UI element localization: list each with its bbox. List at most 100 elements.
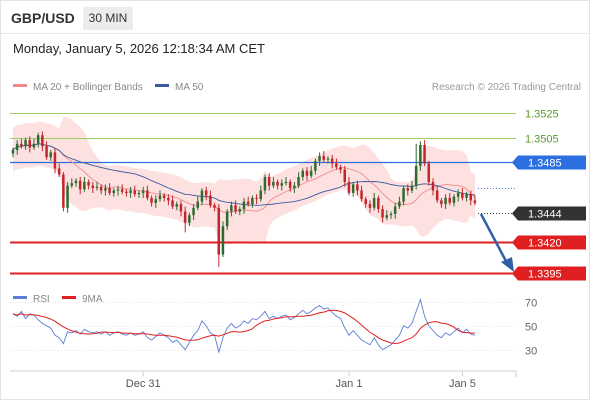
- bear-candle: [473, 200, 477, 203]
- rsi-panel: 70 50 30: [10, 298, 537, 358]
- bull-candle: [175, 204, 178, 207]
- rsi-tick-label: 70: [525, 298, 537, 310]
- bear-candle: [448, 197, 451, 203]
- bear-candle: [469, 194, 472, 201]
- price-levels: [10, 113, 516, 275]
- current-price-tag: [512, 155, 586, 170]
- bull-candle: [188, 215, 191, 223]
- bull-candle: [95, 186, 99, 188]
- bull-candle: [263, 177, 267, 191]
- bull-candle: [221, 226, 225, 255]
- rsi-9ma-line: [12, 309, 475, 345]
- bear-candle: [183, 211, 187, 223]
- bear-candle: [146, 190, 149, 198]
- bull-candle: [389, 213, 393, 216]
- bear-candle: [45, 146, 48, 158]
- bull-candle: [36, 135, 40, 144]
- bear-candle: [288, 181, 292, 189]
- bear-candle: [305, 170, 309, 176]
- bull-candle: [242, 201, 246, 209]
- bull-candle: [230, 205, 233, 212]
- bear-candle: [343, 169, 346, 182]
- bear-candle: [440, 200, 443, 205]
- last-price-label: 1.3444: [528, 209, 562, 221]
- timeframe-badge[interactable]: 30 MIN: [83, 7, 133, 30]
- rsi-legend-label: RSI: [33, 294, 50, 305]
- bear-candle: [78, 180, 82, 190]
- bear-candle: [435, 190, 439, 201]
- bear-candle: [20, 143, 23, 147]
- bear-candle: [171, 200, 174, 207]
- bear-candle: [120, 189, 124, 192]
- bollinger-bands: [13, 116, 475, 245]
- rsi-line: [12, 297, 476, 354]
- bear-candle: [179, 204, 183, 212]
- header-bar: GBP/USD 30 MIN: [0, 0, 590, 34]
- datetime-label: Monday, January 5, 2026 12:18:34 AM CET: [13, 41, 265, 56]
- bear-candle: [431, 181, 435, 191]
- nine-ma-legend-label: 9MA: [82, 294, 103, 305]
- bear-candle: [427, 163, 430, 182]
- support-price-tag: [512, 235, 586, 250]
- bear-candle: [133, 190, 136, 195]
- copyright-text: Research © 2026 Trading Central: [432, 82, 581, 93]
- bull-candle: [309, 170, 313, 176]
- bull-candle: [192, 207, 195, 216]
- forecast-annotation: [479, 213, 514, 272]
- support-price-label: 1.3395: [528, 269, 562, 281]
- bull-candle: [112, 190, 115, 193]
- bull-candle: [414, 165, 418, 186]
- bear-candle: [62, 174, 65, 208]
- bull-candle: [200, 190, 204, 202]
- rsi-tick-label: 30: [525, 346, 537, 358]
- bull-candle: [272, 181, 275, 186]
- bear-candle: [461, 193, 464, 198]
- bull-candle: [398, 201, 401, 207]
- bear-candle: [335, 163, 338, 168]
- bull-candle: [238, 209, 241, 212]
- bull-candle: [297, 177, 300, 186]
- bull-candle: [393, 206, 397, 214]
- bear-candle: [87, 181, 90, 186]
- candles: [11, 131, 477, 267]
- bear-candle: [246, 201, 250, 205]
- bear-candle: [381, 209, 384, 218]
- bull-candle: [326, 158, 330, 160]
- bull-candle: [385, 215, 388, 218]
- bear-candle: [213, 205, 216, 208]
- bear-candle: [255, 197, 258, 200]
- bull-candle: [372, 197, 376, 208]
- bear-candle: [167, 197, 170, 201]
- ma50-legend-label: MA 50: [175, 82, 204, 93]
- bull-candle: [129, 190, 132, 193]
- bear-candle: [162, 195, 166, 198]
- bollinger-band-area: [13, 116, 475, 245]
- bear-candle: [99, 186, 103, 191]
- bull-candle: [444, 197, 447, 205]
- bear-candle: [360, 190, 363, 200]
- bull-candle: [410, 185, 414, 191]
- bull-candle: [15, 143, 19, 150]
- bull-candle: [70, 183, 73, 186]
- bear-candle: [339, 167, 342, 170]
- bear-candle: [377, 197, 380, 209]
- bull-candle: [318, 156, 321, 161]
- bear-candle: [356, 184, 359, 191]
- bear-candle: [108, 188, 111, 193]
- x-axis: Dec 31 Jan 1 Jan 5: [126, 371, 476, 390]
- bull-candle: [314, 161, 317, 171]
- x-axis-label: Dec 31: [126, 378, 161, 390]
- bear-candle: [53, 152, 57, 169]
- bear-candle: [276, 181, 279, 186]
- bull-candle: [49, 152, 52, 158]
- bear-candle: [217, 207, 220, 255]
- bear-candle: [57, 168, 61, 175]
- bear-candle: [125, 191, 128, 193]
- bear-candle: [91, 185, 94, 189]
- last-price-tag: [512, 206, 586, 221]
- support-price-tag: [512, 266, 586, 281]
- bull-candle: [293, 185, 296, 189]
- x-axis-label: Jan 5: [449, 378, 476, 390]
- bull-candle: [158, 195, 162, 200]
